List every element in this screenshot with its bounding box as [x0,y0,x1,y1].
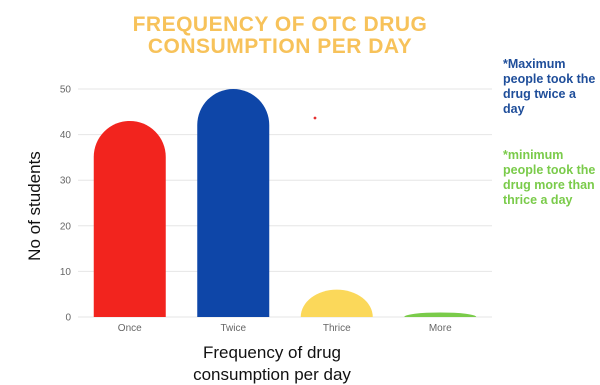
bar-twice [197,89,270,317]
x-axis-label-line-2: consumption per day [193,365,351,384]
chart-title: FREQUENCY OF OTC DRUG CONSUMPTION PER DA… [132,13,428,58]
x-axis-label-line-1: Frequency of drug [203,343,341,362]
max-annotation: *Maximum people took the drug twice a da… [503,57,596,116]
x-axis-ticks: Once Twice Thrice More [118,323,452,334]
y-tick-label: 30 [60,176,72,187]
y-tick-label: 40 [60,130,72,141]
y-axis-ticks: 0 10 20 30 40 50 [60,85,72,324]
x-tick-label: Once [118,323,142,334]
min-annotation: *minimum people took the drug more than … [503,148,596,207]
bars [93,89,477,317]
y-tick-label: 50 [60,85,72,96]
x-tick-label: Thrice [323,323,351,334]
x-tick-label: More [429,323,452,334]
bar-thrice [300,289,373,317]
bar-once [93,120,166,317]
stray-dot [313,116,317,120]
bar-more [404,312,477,317]
y-tick-label: 10 [60,267,72,278]
y-tick-label: 0 [65,313,71,324]
y-axis-label: No of students [25,151,44,261]
y-tick-label: 20 [60,221,72,232]
x-tick-label: Twice [220,323,246,334]
